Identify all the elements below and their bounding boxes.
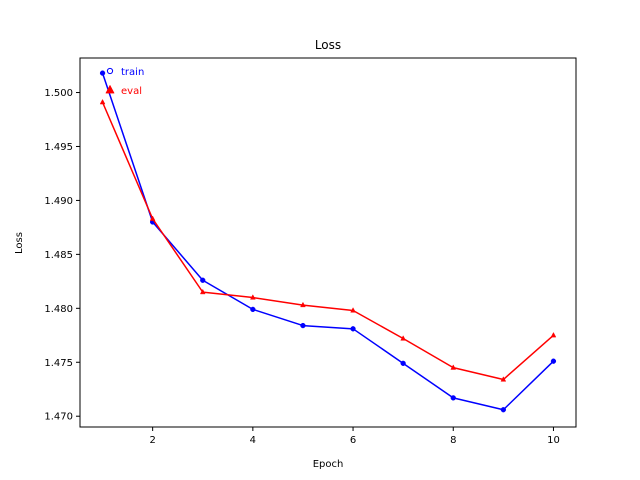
eval-series-line	[101, 101, 554, 381]
x-tick-label: 8	[450, 435, 456, 446]
y-tick-label: 1.500	[44, 88, 73, 99]
eval-data-point	[199, 288, 206, 295]
train-data-point	[450, 395, 456, 401]
eval-data-point	[300, 301, 306, 308]
train-data-point	[99, 70, 106, 76]
series-layer	[99, 70, 557, 413]
x-tick-label: 10	[547, 435, 560, 446]
y-axis-ticks: 1.470 1.475 1.480 1.485 1.490 1.495 1.500	[44, 88, 80, 423]
eval-data-point	[550, 331, 557, 338]
eval-data-point	[450, 364, 457, 370]
legend-train-marker	[106, 67, 114, 75]
train-data-point	[500, 407, 507, 413]
eval-data-point	[350, 307, 356, 313]
train-data-point	[550, 358, 557, 364]
chart-title: Loss	[315, 38, 341, 52]
train-data-point	[350, 326, 356, 332]
train-data-point	[200, 277, 206, 283]
eval-data-point	[500, 376, 507, 382]
x-axis-title: Epoch	[313, 459, 344, 470]
train-series-line	[101, 72, 554, 411]
plot-frame	[79, 57, 577, 428]
eval-data-point	[250, 294, 256, 300]
train-data-point	[400, 360, 406, 366]
y-tick-label: 1.475	[44, 358, 73, 369]
legend: train eval	[105, 67, 144, 97]
y-tick-label: 1.490	[44, 196, 73, 207]
legend-eval-marker	[105, 84, 115, 94]
eval-data-point	[99, 98, 106, 105]
y-tick-label: 1.485	[44, 250, 73, 261]
eval-data-point	[400, 335, 406, 341]
y-tick-label: 1.480	[44, 304, 73, 315]
x-axis-ticks: 2 4 6 8 10	[149, 427, 560, 446]
legend-eval-label: eval	[121, 86, 142, 97]
x-tick-label: 2	[149, 435, 155, 446]
train-data-point	[250, 306, 256, 313]
x-tick-label: 4	[250, 435, 256, 446]
eval-data-point	[149, 215, 156, 221]
legend-train-label: train	[121, 67, 144, 78]
y-tick-label: 1.470	[44, 412, 73, 423]
x-tick-label: 6	[350, 435, 356, 446]
y-tick-label: 1.495	[44, 142, 73, 153]
y-axis-title: Loss	[14, 232, 25, 254]
train-data-point	[300, 322, 306, 329]
